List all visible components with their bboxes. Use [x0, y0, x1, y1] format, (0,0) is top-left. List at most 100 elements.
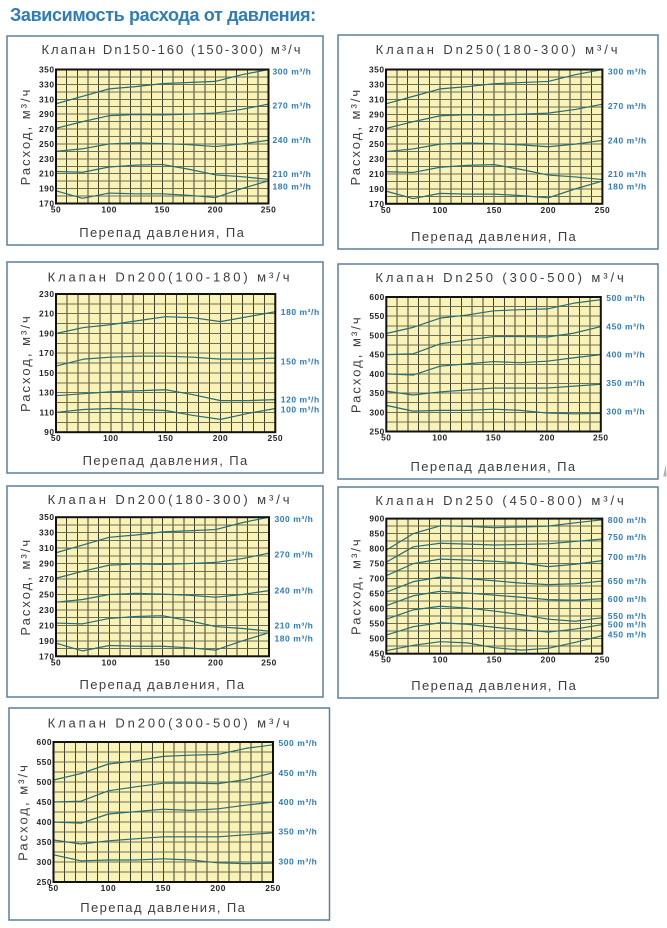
svg-text:200: 200 [541, 655, 556, 665]
svg-text:170: 170 [39, 348, 54, 358]
svg-text:Перепад давления, Па: Перепад давления, Па [80, 900, 246, 915]
svg-text:300 m³/h: 300 m³/h [608, 67, 647, 77]
svg-text:550: 550 [369, 619, 384, 629]
svg-text:230: 230 [39, 605, 54, 615]
svg-text:350 m³/h: 350 m³/h [606, 378, 645, 388]
svg-text:150 m³/h: 150 m³/h [281, 357, 320, 367]
svg-text:290: 290 [39, 559, 54, 569]
svg-text:300 m³/h: 300 m³/h [606, 407, 645, 417]
svg-text:350: 350 [369, 65, 384, 75]
svg-text:450: 450 [37, 797, 52, 807]
svg-text:50: 50 [51, 433, 61, 443]
svg-text:50: 50 [51, 205, 61, 215]
svg-text:150: 150 [486, 433, 501, 443]
svg-text:300 m³/h: 300 m³/h [273, 67, 312, 77]
svg-text:270: 270 [39, 574, 54, 584]
svg-text:400: 400 [37, 817, 52, 827]
svg-text:210: 210 [39, 169, 54, 179]
svg-text:500 m³/h: 500 m³/h [606, 293, 645, 303]
svg-text:310: 310 [39, 94, 54, 104]
svg-text:190: 190 [369, 184, 384, 194]
svg-text:Клапан Dn250 (300-500) м³/ч: Клапан Dn250 (300-500) м³/ч [375, 270, 626, 285]
svg-text:310: 310 [39, 543, 54, 553]
svg-text:Клапан Dn150-160 (150-300) м³/: Клапан Dn150-160 (150-300) м³/ч [41, 42, 302, 57]
svg-text:300 m³/h: 300 m³/h [279, 856, 318, 866]
svg-text:150: 150 [155, 657, 170, 667]
svg-text:180 m³/h: 180 m³/h [608, 182, 647, 192]
svg-text:150: 150 [487, 655, 502, 665]
svg-text:330: 330 [39, 528, 54, 538]
svg-text:100: 100 [432, 433, 447, 443]
svg-text:270: 270 [369, 124, 384, 134]
svg-text:250: 250 [39, 589, 54, 599]
svg-text:350: 350 [37, 837, 52, 847]
svg-text:240 m³/h: 240 m³/h [608, 135, 647, 145]
svg-text:Перепад давления, Па: Перепад давления, Па [411, 229, 577, 244]
svg-text:550: 550 [37, 757, 52, 767]
svg-text:100: 100 [432, 205, 447, 215]
svg-text:180 m³/h: 180 m³/h [275, 633, 314, 643]
svg-text:Перепад давления, Па: Перепад давления, Па [79, 677, 245, 692]
svg-text:300: 300 [37, 857, 52, 867]
svg-text:800: 800 [369, 544, 384, 554]
svg-text:650: 650 [369, 589, 384, 599]
svg-text:Расход, м³/ч: Расход, м³/ч [18, 314, 33, 412]
svg-text:600: 600 [37, 737, 52, 747]
svg-text:750: 750 [369, 559, 384, 569]
svg-text:270 m³/h: 270 m³/h [275, 550, 314, 560]
svg-text:270: 270 [39, 124, 54, 134]
svg-text:310: 310 [369, 94, 384, 104]
svg-text:200: 200 [210, 883, 225, 893]
svg-text:850: 850 [369, 529, 384, 539]
svg-text:600 m³/h: 600 m³/h [608, 594, 647, 604]
svg-text:200: 200 [541, 205, 556, 215]
svg-text:100: 100 [433, 655, 448, 665]
svg-text:Перепад давления, Па: Перепад давления, Па [83, 453, 249, 468]
svg-text:650 m³/h: 650 m³/h [608, 576, 647, 586]
svg-text:400 m³/h: 400 m³/h [279, 797, 318, 807]
svg-text:210: 210 [39, 620, 54, 630]
svg-text:500: 500 [369, 330, 384, 340]
svg-text:210 m³/h: 210 m³/h [608, 169, 647, 179]
svg-text:170: 170 [369, 199, 384, 209]
svg-text:150: 150 [39, 368, 54, 378]
svg-text:600: 600 [369, 604, 384, 614]
svg-text:170: 170 [39, 651, 54, 661]
svg-text:250: 250 [261, 205, 276, 215]
svg-text:Расход, м³/ч: Расход, м³/ч [18, 88, 33, 186]
svg-text:290: 290 [369, 109, 384, 119]
svg-text:50: 50 [381, 655, 391, 665]
svg-text:100: 100 [101, 883, 116, 893]
svg-text:150: 150 [156, 883, 171, 893]
svg-text:90: 90 [44, 427, 54, 437]
svg-text:Клапан Dn200(100-180) м³/ч: Клапан Dn200(100-180) м³/ч [48, 270, 293, 285]
svg-text:50: 50 [381, 433, 391, 443]
svg-text:50: 50 [51, 657, 61, 667]
svg-text:400: 400 [369, 369, 384, 379]
svg-text:500 m³/h: 500 m³/h [608, 620, 647, 630]
svg-text:200: 200 [208, 205, 223, 215]
svg-text:300 m³/h: 300 m³/h [275, 514, 314, 524]
svg-text:450: 450 [369, 350, 384, 360]
svg-text:240 m³/h: 240 m³/h [273, 135, 312, 145]
svg-text:100: 100 [103, 433, 118, 443]
svg-text:230: 230 [39, 289, 54, 299]
svg-text:450 m³/h: 450 m³/h [279, 768, 318, 778]
svg-text:230: 230 [39, 154, 54, 164]
svg-text:Клапан Dn200(180-300) м³/ч: Клапан Dn200(180-300) м³/ч [48, 492, 293, 507]
svg-text:230: 230 [369, 154, 384, 164]
svg-text:100: 100 [101, 205, 116, 215]
svg-text:250: 250 [595, 205, 610, 215]
svg-text:500 m³/h: 500 m³/h [279, 738, 318, 748]
svg-text:Клапан Dn200(300-500) м³/ч: Клапан Dn200(300-500) м³/ч [48, 716, 293, 731]
svg-text:250: 250 [261, 657, 276, 667]
svg-text:450: 450 [369, 649, 384, 659]
svg-text:Расход, м³/ч: Расход, м³/ч [348, 88, 363, 186]
svg-text:170: 170 [39, 199, 54, 209]
svg-text:700 m³/h: 700 m³/h [608, 552, 647, 562]
svg-text:100: 100 [102, 657, 117, 667]
svg-text:300: 300 [369, 407, 384, 417]
svg-text:330: 330 [39, 79, 54, 89]
svg-text:350 m³/h: 350 m³/h [279, 827, 318, 837]
svg-text:Расход, м³/ч: Расход, м³/ч [18, 538, 33, 636]
